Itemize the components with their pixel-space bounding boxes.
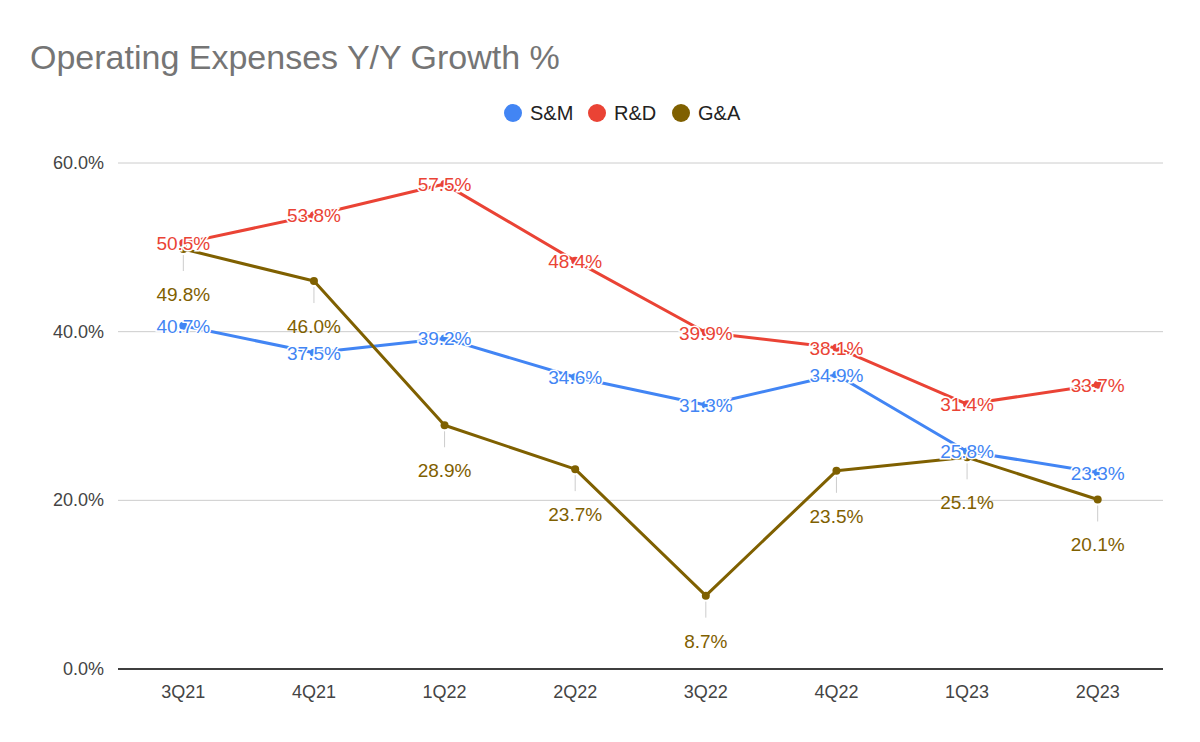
data-label: 25.8% [940, 441, 994, 462]
series-line [183, 326, 1097, 473]
series-line [183, 184, 1097, 404]
data-label: 53.8% [287, 205, 341, 226]
data-label: 31.3% [679, 395, 733, 416]
leader-line [967, 463, 968, 479]
point [571, 465, 579, 473]
y-tick-label: 0.0% [63, 659, 104, 679]
data-label: 48.4% [548, 251, 602, 272]
y-tick-label: 60.0% [53, 153, 104, 173]
point [702, 592, 710, 600]
data-label: 23.3% [1071, 463, 1125, 484]
legend-swatch [588, 104, 606, 122]
data-label: 23.5% [810, 506, 864, 527]
y-tick-label: 20.0% [53, 490, 104, 510]
leader-line [705, 602, 706, 618]
data-label: 38.1% [810, 338, 864, 359]
leader-line [183, 255, 184, 271]
x-tick-label: 2Q23 [1076, 682, 1120, 702]
data-label: 40.7% [156, 316, 210, 337]
leader-line [444, 431, 445, 447]
leader-line [575, 475, 576, 491]
series-line [183, 249, 1097, 596]
data-label: 23.7% [548, 504, 602, 525]
grid-line [118, 163, 1163, 164]
plot-area [179, 180, 1101, 600]
data-labels: 40.7% 37.5% 39.2% 34.6% 31.3% 34.9% 25.8% 23.3%… [156, 174, 1124, 652]
data-label: 49.8% [156, 284, 210, 305]
data-label: 34.9% [810, 365, 864, 386]
data-label: 57.5% [418, 174, 472, 195]
x-axis [118, 668, 1163, 670]
x-tick-label: 4Q22 [814, 682, 858, 702]
x-tick-label: 4Q21 [292, 682, 336, 702]
point [832, 467, 840, 475]
point [1094, 495, 1102, 503]
y-tick-label: 40.0% [53, 322, 104, 342]
grid-line [118, 331, 1163, 332]
x-tick-label: 3Q22 [684, 682, 728, 702]
legend-label: S&M [530, 102, 573, 124]
legend-swatch [504, 104, 522, 122]
grid-line [118, 668, 1163, 670]
data-label: 50.5% [156, 233, 210, 254]
data-label: 34.6% [548, 367, 602, 388]
x-tick-label: 3Q21 [161, 682, 205, 702]
data-label: 31.4% [940, 394, 994, 415]
grid-line [118, 500, 1163, 501]
legend-swatch [672, 104, 690, 122]
legend-label: R&D [614, 102, 656, 124]
background [0, 0, 1200, 742]
title: Operating Expenses Y/Y Growth % [30, 38, 560, 76]
x-tick-label: 1Q22 [423, 682, 467, 702]
data-label: 8.7% [684, 631, 727, 652]
data-label: 46.0% [287, 316, 341, 337]
data-label: 37.5% [287, 343, 341, 364]
leader-line [836, 477, 837, 493]
chart: Operating Expenses Y/Y Growth % S&M R&D G&A… [0, 0, 1200, 742]
x-tick-label: 1Q23 [945, 682, 989, 702]
data-label: 20.1% [1071, 534, 1125, 555]
point [310, 277, 318, 285]
x-tick-label: 2Q22 [553, 682, 597, 702]
data-label: 25.1% [940, 492, 994, 513]
leader-line [1097, 505, 1098, 521]
legend: S&M R&D G&A [504, 102, 741, 124]
point [441, 421, 449, 429]
legend-label: G&A [698, 102, 741, 124]
data-label: 39.2% [418, 328, 472, 349]
data-label: 28.9% [418, 460, 472, 481]
data-label: 39.9% [679, 323, 733, 344]
data-label: 33.7% [1071, 375, 1125, 396]
leader-line [313, 287, 314, 303]
